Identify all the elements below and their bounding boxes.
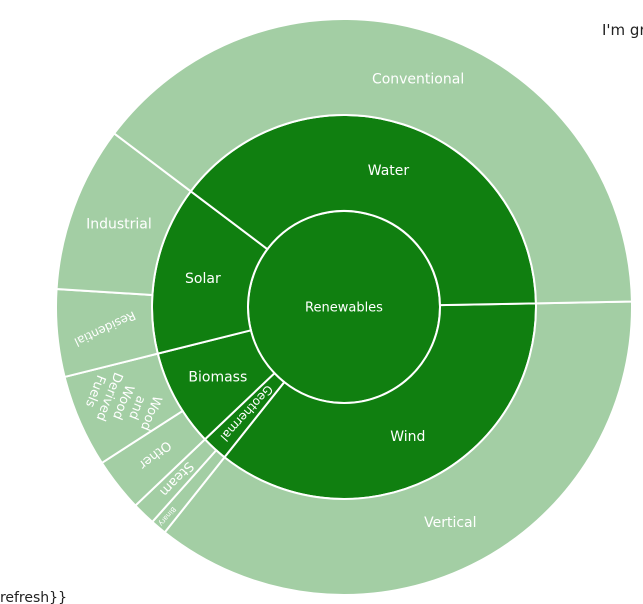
label-biomass: Biomass <box>188 369 247 385</box>
label-conventional: Conventional <box>372 72 464 88</box>
label-wind: Wind <box>390 429 425 445</box>
bottom-left-text-fragment: t refresh}} <box>0 590 67 604</box>
label-industrial: Industrial <box>86 217 152 233</box>
label-water: Water <box>368 163 410 179</box>
label-wood-and-wood-derived-fuels: WoodandWoodDerivedFuels <box>79 365 167 440</box>
segment-conventional[interactable] <box>112 18 633 305</box>
segment-vertical[interactable] <box>163 300 633 596</box>
sunburst-segments <box>55 18 633 596</box>
label-vertical: Vertical <box>424 515 476 531</box>
label-solar: Solar <box>185 271 221 287</box>
top-right-text-fragment: I'm gr <box>602 21 643 39</box>
label-renewables: Renewables <box>305 301 383 316</box>
